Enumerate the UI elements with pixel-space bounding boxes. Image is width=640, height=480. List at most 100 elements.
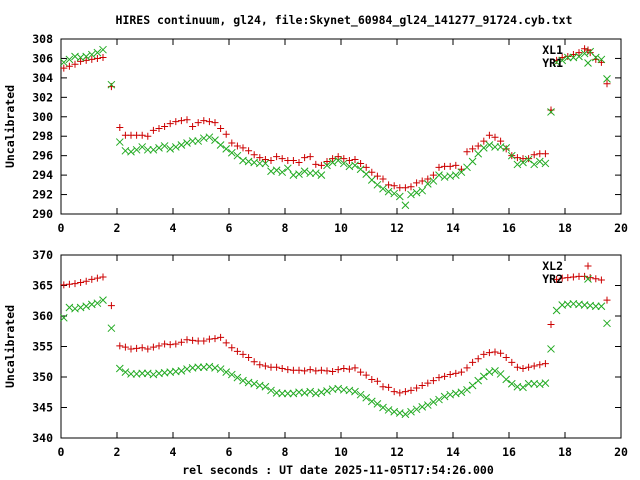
x-tick-label: 10 <box>334 221 348 235</box>
data-point-yr2 <box>82 302 91 311</box>
data-point-yr1 <box>395 192 404 201</box>
y-tick-label: 360 <box>32 309 53 323</box>
legend-marker-xl2 <box>584 262 592 270</box>
data-point-xl1 <box>530 151 538 159</box>
data-point-xl2 <box>357 368 365 376</box>
data-point-yr1 <box>87 50 96 59</box>
data-point-xl2 <box>217 333 225 341</box>
data-point-yr2 <box>429 398 438 406</box>
data-point-yr2 <box>127 370 135 378</box>
data-point-xl1 <box>189 123 197 130</box>
data-point-xl2 <box>547 321 555 329</box>
data-point-yr2 <box>138 369 147 378</box>
y-tick-label: 370 <box>32 248 53 262</box>
data-point-xl1 <box>155 124 163 132</box>
data-point-yr1 <box>339 159 348 168</box>
data-point-yr2 <box>603 319 611 328</box>
data-point-xl2 <box>413 384 421 392</box>
x-tick-label: 2 <box>114 445 121 459</box>
data-point-xl2 <box>553 275 561 283</box>
data-point-xl2 <box>149 343 157 351</box>
data-point-xl1 <box>312 160 320 168</box>
data-point-xl2 <box>368 375 376 383</box>
data-point-xl2 <box>116 342 124 350</box>
data-point-yr2 <box>267 386 275 395</box>
data-point-yr2 <box>373 399 382 408</box>
x-tick-label: 8 <box>282 445 289 459</box>
data-point-xl1 <box>278 155 286 163</box>
data-point-xl2 <box>525 363 533 371</box>
data-point-yr1 <box>306 169 315 178</box>
data-point-xl2 <box>233 347 241 355</box>
data-point-yr1 <box>127 147 135 156</box>
data-point-xl2 <box>396 389 404 397</box>
data-point-xl2 <box>295 366 303 374</box>
data-point-xl2 <box>351 364 359 372</box>
data-point-yr2 <box>407 407 415 416</box>
data-point-xl1 <box>373 172 381 180</box>
data-point-yr2 <box>423 401 432 409</box>
data-point-xl1 <box>340 155 348 163</box>
data-point-yr2 <box>177 367 186 375</box>
data-point-xl2 <box>519 364 527 372</box>
data-point-xl1 <box>245 147 253 155</box>
data-point-xl2 <box>474 355 482 363</box>
data-point-yr1 <box>519 158 527 167</box>
data-point-xl2 <box>429 377 437 385</box>
y-tick-label: 302 <box>32 90 53 104</box>
data-point-yr2 <box>261 382 270 391</box>
data-point-yr1 <box>295 170 303 178</box>
data-point-yr1 <box>188 137 197 145</box>
y-tick-label: 308 <box>32 32 53 46</box>
data-point-yr2 <box>233 373 242 382</box>
data-point-xl2 <box>60 281 68 289</box>
data-point-xl2 <box>441 372 449 380</box>
data-point-xl1 <box>77 57 85 65</box>
data-point-xl1 <box>71 60 79 68</box>
data-point-yr1 <box>552 58 561 67</box>
legend-label-xl2: XL2 <box>542 259 563 273</box>
data-point-xl1 <box>261 156 269 164</box>
data-point-xl1 <box>435 163 443 171</box>
data-point-xl2 <box>301 367 309 375</box>
data-point-xl2 <box>93 274 101 282</box>
y-tick-label: 365 <box>32 279 53 293</box>
x-tick-label: 2 <box>114 221 121 235</box>
data-point-xl2 <box>323 367 331 375</box>
data-point-yr1 <box>580 49 589 58</box>
data-point-xl2 <box>385 383 393 391</box>
data-point-yr2 <box>384 406 393 414</box>
data-point-xl2 <box>581 272 589 280</box>
data-point-yr1 <box>65 55 74 64</box>
data-point-xl1 <box>166 120 174 128</box>
data-point-yr2 <box>362 393 371 402</box>
data-point-yr1 <box>59 58 68 67</box>
data-point-xl1 <box>93 54 101 62</box>
data-point-xl2 <box>435 374 443 382</box>
data-point-yr2 <box>597 302 606 311</box>
data-point-xl2 <box>228 344 236 352</box>
data-point-xl1 <box>463 148 471 156</box>
data-point-yr1 <box>535 157 544 166</box>
data-point-yr1 <box>373 180 382 189</box>
data-point-yr1 <box>216 141 225 149</box>
data-point-yr1 <box>390 189 399 198</box>
data-point-xl1 <box>525 155 533 163</box>
data-point-xl1 <box>306 153 314 161</box>
data-point-xl2 <box>424 379 432 387</box>
bottom-plot-panel: 340 345 350 355 360 365 370 0 2 4 6 8 10 12 14 16 18 20 Un… <box>3 248 628 459</box>
data-point-yr2 <box>401 410 410 419</box>
data-point-xl2 <box>166 341 174 349</box>
y-tick-label: 345 <box>32 401 53 415</box>
data-point-xl2 <box>536 361 544 369</box>
data-point-yr2 <box>435 395 443 404</box>
data-point-xl2 <box>88 275 96 283</box>
data-point-xl2 <box>586 274 594 282</box>
data-point-xl2 <box>121 343 129 351</box>
x-tick-label: 16 <box>502 221 516 235</box>
data-point-xl1 <box>289 157 297 165</box>
y-tick-label: 304 <box>32 71 53 85</box>
data-point-yr2 <box>491 367 499 375</box>
data-point-yr1 <box>407 190 415 199</box>
data-point-yr2 <box>463 385 471 394</box>
